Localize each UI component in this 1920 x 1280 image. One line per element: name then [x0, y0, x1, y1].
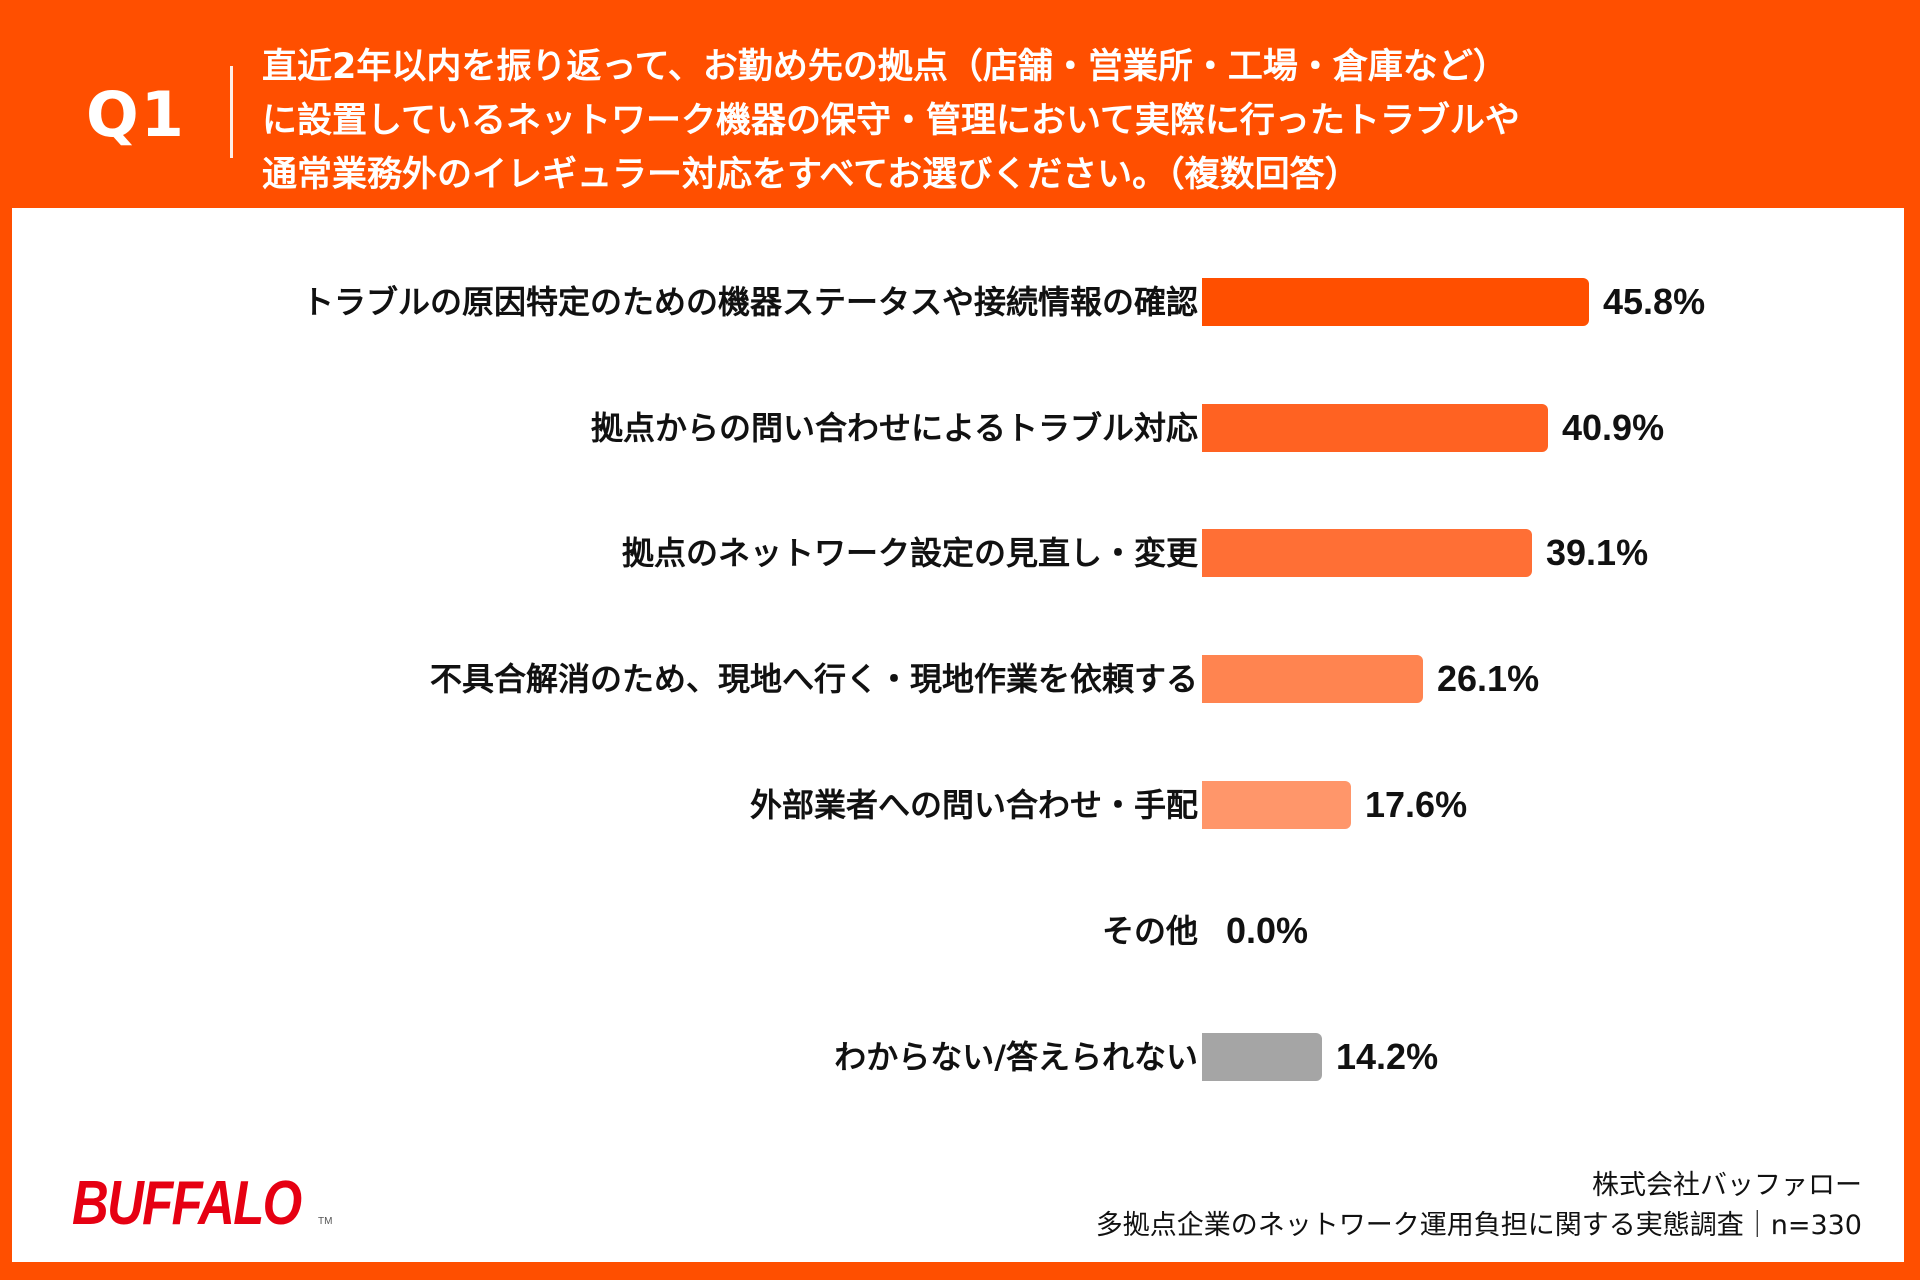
- row-label: 拠点からの問い合わせによるトラブル対応: [590, 409, 1198, 447]
- row-label: 外部業者への問い合わせ・手配: [749, 786, 1198, 824]
- row-value: 45.8%: [1603, 281, 1706, 322]
- question-line-3: 通常業務外のイレギュラー対応をすべてお選びください。（複数回答）: [262, 155, 1360, 195]
- chart-row: その他 0.0%: [12, 901, 1904, 961]
- question-number: Q1: [86, 78, 186, 151]
- chart-row: 拠点のネットワーク設定の見直し・変更 39.1%: [12, 523, 1904, 583]
- chart-panel: トラブルの原因特定のための機器ステータスや接続情報の確認 45.8% 拠点からの…: [12, 208, 1904, 1262]
- header-divider: [230, 66, 233, 158]
- bar: [1202, 781, 1351, 829]
- chart-row: 不具合解消のため、現地へ行く・現地作業を依頼する 26.1%: [12, 649, 1904, 709]
- buffalo-logo: BUFFALO: [72, 1169, 302, 1238]
- row-value: 40.9%: [1562, 407, 1665, 448]
- row-label: トラブルの原因特定のための機器ステータスや接続情報の確認: [301, 283, 1198, 321]
- row-value: 26.1%: [1437, 658, 1540, 699]
- company-name: 株式会社バッファロー: [1592, 1170, 1862, 1201]
- row-label: 不具合解消のため、現地へ行く・現地作業を依頼する: [429, 660, 1198, 698]
- question-line-1: 直近2年以内を振り返って、お勤め先の拠点（店舗・営業所・工場・倉庫など）: [262, 47, 1508, 87]
- row-value: 17.6%: [1365, 784, 1468, 825]
- source-credit: 株式会社バッファロー 多拠点企業のネットワーク運用負担に関する実態調査｜n=33…: [1096, 1166, 1862, 1246]
- trademark-mark: TM: [318, 1216, 333, 1227]
- row-label: 拠点のネットワーク設定の見直し・変更: [621, 534, 1198, 572]
- question-header: Q1 直近2年以内を振り返って、お勤め先の拠点（店舗・営業所・工場・倉庫など） …: [0, 0, 1920, 208]
- survey-name: 多拠点企業のネットワーク運用負担に関する実態調査｜n=330: [1095, 1210, 1862, 1241]
- question-line-2: に設置しているネットワーク機器の保守・管理において実際に行ったトラブルや: [262, 101, 1520, 141]
- bar: [1202, 404, 1548, 452]
- bar: [1202, 278, 1589, 326]
- chart-row: 外部業者への問い合わせ・手配 17.6%: [12, 775, 1904, 835]
- question-text: 直近2年以内を振り返って、お勤め先の拠点（店舗・営業所・工場・倉庫など） に設置…: [262, 40, 1520, 202]
- chart-row: わからない/答えられない 14.2%: [12, 1027, 1904, 1087]
- row-value: 14.2%: [1336, 1036, 1439, 1077]
- chart-row: 拠点からの問い合わせによるトラブル対応 40.9%: [12, 398, 1904, 458]
- chart-row: トラブルの原因特定のための機器ステータスや接続情報の確認 45.8%: [12, 272, 1904, 332]
- bar: [1202, 655, 1423, 703]
- row-value: 39.1%: [1546, 532, 1649, 573]
- row-value: 0.0%: [1226, 910, 1309, 951]
- bar: [1202, 529, 1532, 577]
- row-label: わからない/答えられない: [834, 1038, 1198, 1076]
- row-label: その他: [1101, 912, 1198, 950]
- bar: [1202, 1033, 1322, 1081]
